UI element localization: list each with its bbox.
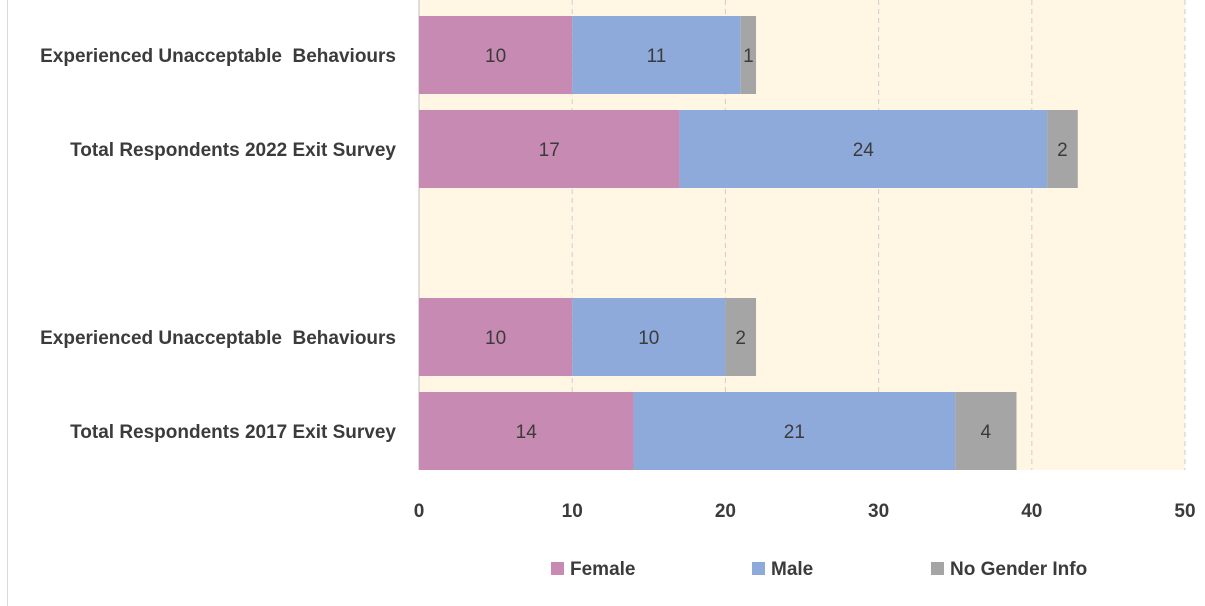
data-label: 1: [743, 46, 754, 67]
bars: [419, 16, 1078, 470]
x-tick-label: 30: [868, 501, 889, 522]
bar-segment: [419, 110, 680, 188]
data-label: 10: [485, 328, 506, 349]
data-label: 10: [638, 328, 659, 349]
legend-swatch: [551, 562, 564, 575]
x-tick-label: 50: [1174, 501, 1195, 522]
bar-segment: [679, 110, 1048, 188]
legend-label: No Gender Info: [950, 559, 1087, 580]
bar-segment: [725, 298, 757, 376]
data-label: 4: [981, 422, 992, 443]
data-label: 10: [485, 46, 506, 67]
bar-segment: [419, 392, 634, 470]
legend-label: Male: [771, 559, 813, 580]
bar-segment: [572, 16, 741, 94]
legend-label: Female: [570, 559, 635, 580]
category-label: Total Respondents 2022 Exit Survey: [70, 140, 396, 161]
bar-segment: [419, 298, 573, 376]
data-label: 21: [784, 422, 805, 443]
legend: Female Male No Gender Info: [551, 559, 1087, 580]
category-label: Experienced Unacceptable Behaviours: [40, 328, 396, 349]
data-labels: 10 11 117 24 210 10 214 21 4: [485, 46, 1068, 443]
legend-swatch: [752, 562, 765, 575]
x-tick-label: 20: [715, 501, 736, 522]
legend-swatch: [931, 562, 944, 575]
bar-segment: [955, 392, 1017, 470]
x-axis-tick-labels: 0 10 20 30 40 50: [414, 501, 1196, 522]
data-label: 2: [735, 328, 746, 349]
bar-segment: [633, 392, 956, 470]
data-label: 24: [853, 140, 875, 161]
data-label: 14: [516, 422, 538, 443]
data-label: 2: [1057, 140, 1068, 161]
category-labels: Experienced Unacceptable Behaviours Total…: [40, 46, 396, 443]
bar-segment: [419, 16, 573, 94]
bar-segment: [572, 298, 726, 376]
bar-segment: [740, 16, 757, 94]
x-tick-label: 40: [1021, 501, 1042, 522]
category-label: Experienced Unacceptable Behaviours: [40, 46, 396, 67]
x-tick-label: 0: [414, 501, 425, 522]
data-label: 11: [647, 46, 667, 67]
category-label: Total Respondents 2017 Exit Survey: [70, 422, 396, 443]
bar-segment: [1047, 110, 1078, 188]
data-label: 17: [539, 140, 560, 161]
chart-left-border: [7, 0, 8, 606]
x-tick-label: 10: [562, 501, 583, 522]
